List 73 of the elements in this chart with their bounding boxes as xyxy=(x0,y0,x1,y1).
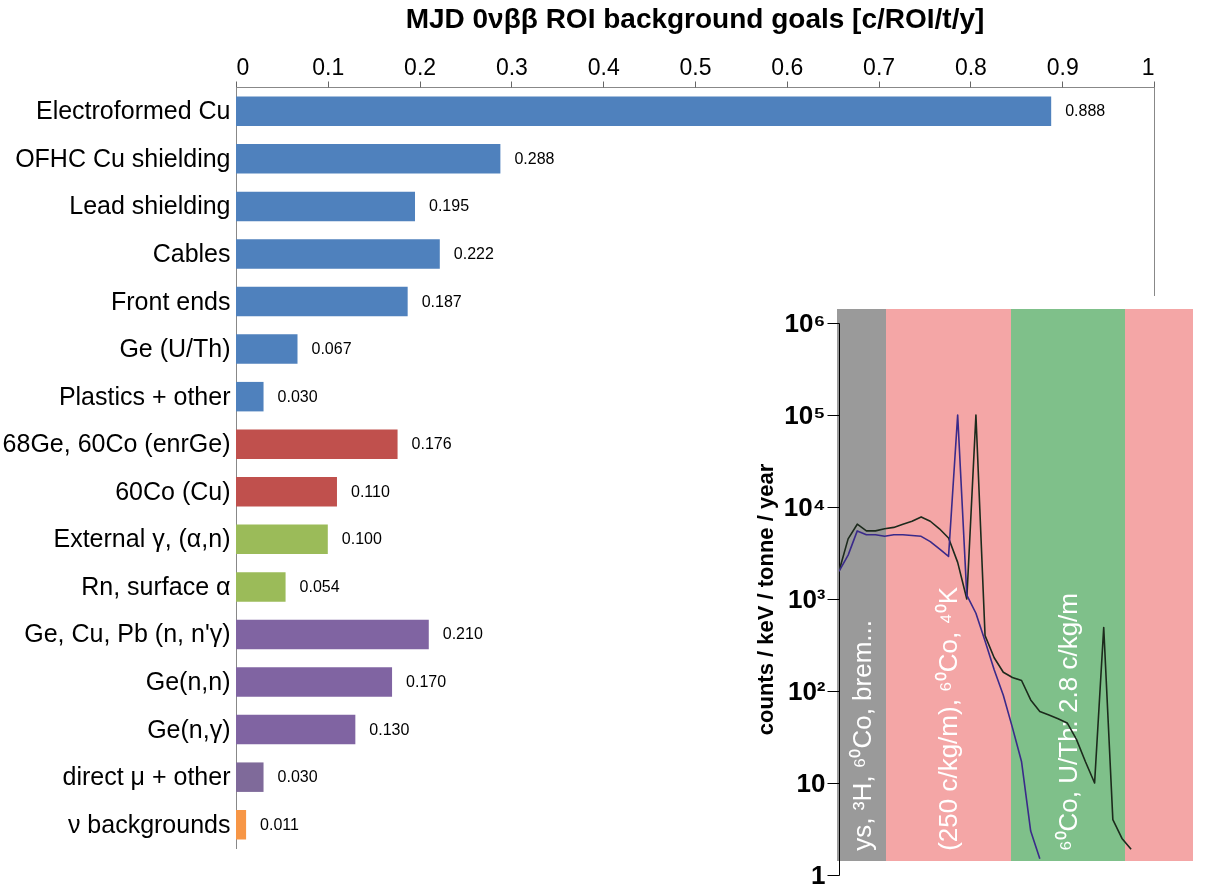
data-label: 0.288 xyxy=(514,149,555,167)
y-tick-label: Cables xyxy=(152,238,231,267)
y-tick-label: direct μ + other xyxy=(62,762,231,791)
y-tick-label: Ge (U/Th) xyxy=(119,334,231,363)
line-series xyxy=(839,414,1132,851)
y-tick-label: 68Ge, 60Co (enrGe) xyxy=(2,429,231,458)
x-tick-label: 0 xyxy=(236,53,250,80)
data-label: 0.067 xyxy=(311,340,352,358)
bar xyxy=(236,191,416,222)
y-tick-label: ν backgrounds xyxy=(67,809,231,838)
bar xyxy=(236,477,337,507)
data-label: 0.195 xyxy=(429,197,470,215)
data-label: 0.030 xyxy=(277,768,318,786)
data-label: 0.100 xyxy=(341,530,382,548)
y-tick-label: External γ, (α,n) xyxy=(53,524,231,553)
y-tick-label: Ge(n,n) xyxy=(145,667,231,696)
y-axis-title: counts / keV / tonne / year xyxy=(752,463,778,736)
data-label: 0.187 xyxy=(421,292,462,310)
bar xyxy=(236,144,501,174)
y-tick-label: 10² xyxy=(787,675,826,706)
data-label: 0.030 xyxy=(277,387,318,405)
y-tick-label: 10⁶ xyxy=(784,307,826,338)
bar xyxy=(236,429,398,459)
y-tick-label: OFHC Cu shielding xyxy=(15,143,231,172)
data-label: 0.011 xyxy=(260,815,300,833)
data-label: 0.222 xyxy=(453,244,494,262)
y-tick-label: Lead shielding xyxy=(69,191,231,220)
x-tick-label: 0.3 xyxy=(495,53,528,80)
y-tick-label: 60Co (Cu) xyxy=(115,476,231,505)
chart-title: MJD 0νββ ROI background goals [c/ROI/t/y] xyxy=(405,3,985,34)
bar xyxy=(236,572,286,602)
y-tick-label: 10⁵ xyxy=(784,399,826,430)
bar xyxy=(236,619,429,650)
bar xyxy=(236,239,440,269)
y-tick-label: 10⁴ xyxy=(783,491,826,522)
y-tick-label: 1 xyxy=(811,859,826,889)
bar xyxy=(236,524,328,555)
annotation: (250 c/kg/m), ⁶⁰Co, ⁴⁰K xyxy=(932,587,965,851)
data-label: 0.130 xyxy=(369,720,410,738)
x-tick-label: 0.7 xyxy=(863,53,896,80)
y-tick-label: Plastics + other xyxy=(58,381,231,410)
y-tick-label: Rn, surface α xyxy=(81,571,231,600)
x-tick-label: 0.1 xyxy=(312,53,345,80)
annotation: ys, ³H, ⁶⁰Co, brem... xyxy=(845,620,878,851)
y-tick-label: Ge, Cu, Pb (n, n'γ) xyxy=(24,619,231,648)
annotation: ⁶⁰Co, U/Th: 2.8 c/kg/m xyxy=(1052,593,1085,852)
data-label: 0.054 xyxy=(299,577,340,595)
x-tick-label: 0.8 xyxy=(954,53,987,80)
bar xyxy=(236,667,393,697)
bar xyxy=(236,334,298,364)
x-tick-label: 0.6 xyxy=(771,53,804,80)
data-label: 0.110 xyxy=(350,482,390,500)
bar xyxy=(236,762,264,792)
y-tick-label: 10 xyxy=(796,767,826,798)
bar xyxy=(236,96,1052,126)
data-label: 0.176 xyxy=(411,435,452,453)
bar xyxy=(236,714,356,745)
y-tick-label: 10³ xyxy=(787,583,826,614)
bar xyxy=(236,286,408,317)
y-tick-label: Ge(n,γ) xyxy=(147,714,231,743)
data-label: 0.170 xyxy=(406,673,447,691)
y-tick-label: Front ends xyxy=(110,286,231,315)
x-tick-label: 0.2 xyxy=(404,53,437,80)
bar xyxy=(236,381,264,412)
bar xyxy=(236,810,247,840)
x-tick-label: 0.5 xyxy=(679,53,712,80)
x-tick-label: 1 xyxy=(1141,53,1155,80)
x-tick-label: 0.9 xyxy=(1046,53,1079,80)
line-series xyxy=(839,414,1041,860)
data-label: 0.888 xyxy=(1065,102,1106,120)
data-label: 0.210 xyxy=(442,625,483,643)
y-tick-label: Electroformed Cu xyxy=(35,96,231,125)
x-tick-label: 0.4 xyxy=(587,53,620,80)
